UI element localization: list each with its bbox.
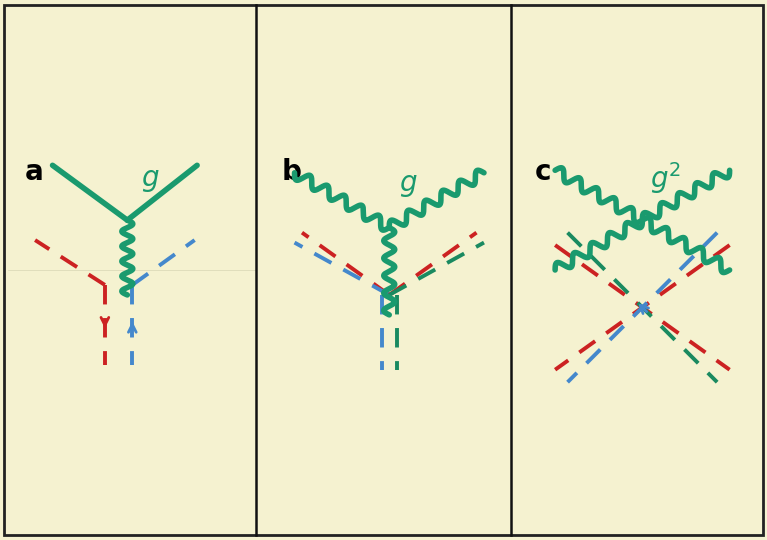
Text: b: b [282,158,302,186]
Text: $g$: $g$ [141,167,160,194]
Text: $g^2$: $g^2$ [650,160,681,195]
Text: a: a [25,158,44,186]
Text: c: c [535,158,551,186]
Text: $g$: $g$ [399,172,418,199]
